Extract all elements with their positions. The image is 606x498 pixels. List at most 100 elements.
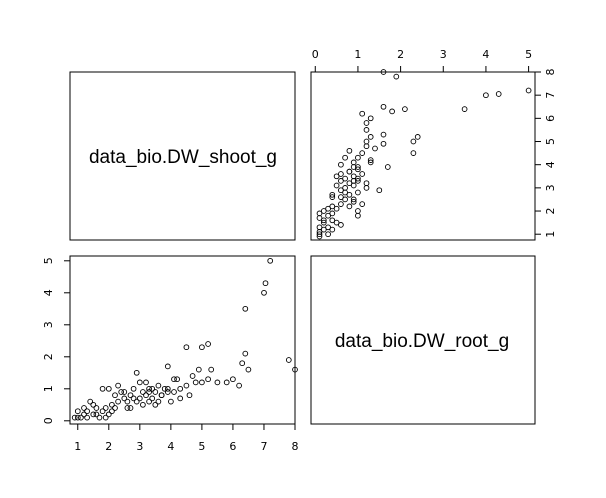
point-upper-right (320, 217, 327, 224)
right-axis-tick-label: 3 (544, 184, 557, 191)
point-upper-right (363, 138, 370, 145)
point-lower-left (262, 280, 269, 287)
point-upper-right (355, 189, 361, 196)
top-axis-tick-label: 2 (397, 48, 404, 61)
bottom-axis-tick-label: 6 (229, 440, 236, 453)
point-upper-right (363, 143, 370, 150)
point-upper-right (329, 217, 336, 224)
point-upper-right (338, 194, 344, 200)
point-upper-right (380, 131, 387, 138)
point-lower-left (155, 382, 162, 389)
point-lower-left (189, 373, 196, 379)
axis-ticks: 0 1 2 3 4 5 1 2 3 4 5 6 7 8 0 1 2 3 4 5 1 2 3 4 5 6 7 8 (42, 48, 557, 453)
point-upper-right (333, 205, 340, 212)
point-upper-right (350, 196, 357, 203)
point-upper-right (402, 106, 408, 112)
point-upper-right (346, 203, 353, 210)
right-axis-tick-label: 8 (544, 69, 557, 76)
diag-panel-shoot (69, 71, 296, 241)
point-lower-left (133, 369, 140, 376)
point-upper-right (342, 175, 348, 182)
point-lower-left (230, 376, 236, 383)
point-upper-right (350, 164, 357, 170)
point-lower-left (81, 405, 87, 411)
point-upper-right (329, 194, 336, 200)
point-lower-left (99, 385, 106, 392)
point-lower-left (81, 411, 87, 418)
right-axis-tick-label: 5 (544, 138, 557, 145)
point-lower-left (183, 344, 190, 351)
point-lower-left (164, 389, 171, 395)
point-upper-right (376, 187, 383, 194)
point-upper-right (333, 173, 340, 180)
point-lower-left (127, 405, 134, 411)
point-lower-left (90, 401, 97, 408)
point-lower-left (109, 408, 115, 415)
point-lower-left (84, 408, 90, 415)
point-lower-left (140, 401, 146, 408)
point-upper-right (350, 198, 357, 205)
point-lower-left (186, 392, 193, 399)
point-lower-left (87, 398, 94, 405)
point-upper-right (329, 210, 336, 217)
point-lower-left (102, 405, 109, 411)
point-upper-right (329, 191, 336, 198)
point-lower-left (140, 389, 146, 395)
point-upper-right (342, 185, 348, 191)
point-lower-left (146, 385, 152, 392)
point-upper-right (380, 69, 387, 75)
point-lower-left (161, 385, 168, 392)
point-upper-right (410, 138, 417, 145)
point-lower-left (124, 405, 131, 411)
point-lower-left (99, 408, 106, 415)
point-upper-right (410, 150, 417, 156)
point-upper-right (320, 226, 327, 233)
left-axis-tick-label: 4 (42, 289, 55, 296)
point-upper-right (367, 159, 374, 166)
left-axis-tick-label: 0 (42, 417, 55, 424)
left-axis-tick-label: 1 (42, 385, 55, 392)
point-upper-right (525, 87, 532, 94)
point-upper-right (380, 140, 387, 147)
point-lower-left (105, 385, 112, 392)
point-upper-right (342, 196, 348, 203)
point-upper-right (414, 134, 421, 140)
right-axis-tick-label: 2 (544, 208, 557, 215)
point-upper-right (333, 219, 340, 226)
point-upper-right (389, 108, 395, 115)
point-upper-right (393, 73, 400, 80)
point-upper-right (355, 154, 361, 161)
point-lower-left (71, 414, 78, 421)
left-axis-tick-label: 2 (42, 353, 55, 360)
bottom-axis-tick-label: 4 (167, 440, 174, 453)
point-upper-right (461, 106, 468, 112)
diag-label-root: data_bio.DW_root_g (335, 331, 509, 352)
point-lower-left (96, 414, 103, 421)
point-lower-left (93, 411, 100, 418)
point-lower-left (168, 398, 174, 405)
point-lower-left (183, 382, 190, 389)
point-upper-right (320, 219, 327, 226)
point-lower-left (208, 366, 215, 373)
point-upper-right (338, 171, 344, 177)
point-lower-left (158, 392, 165, 399)
point-upper-right (342, 154, 348, 161)
point-lower-left (112, 392, 118, 399)
point-upper-right (495, 91, 502, 97)
point-upper-right (363, 120, 370, 126)
point-upper-right (346, 180, 353, 187)
point-upper-right (342, 189, 348, 196)
point-lower-left (292, 366, 298, 373)
point-upper-right (316, 224, 323, 231)
point-lower-left (93, 405, 100, 411)
point-lower-left (130, 385, 137, 392)
point-lower-left (149, 385, 156, 392)
point-lower-left (124, 398, 131, 405)
point-lower-left (236, 382, 242, 389)
point-lower-left (205, 376, 211, 383)
point-lower-left (199, 344, 205, 351)
left-axis-tick-label: 3 (42, 321, 55, 328)
point-upper-right (359, 150, 366, 156)
point-lower-left (133, 398, 140, 405)
